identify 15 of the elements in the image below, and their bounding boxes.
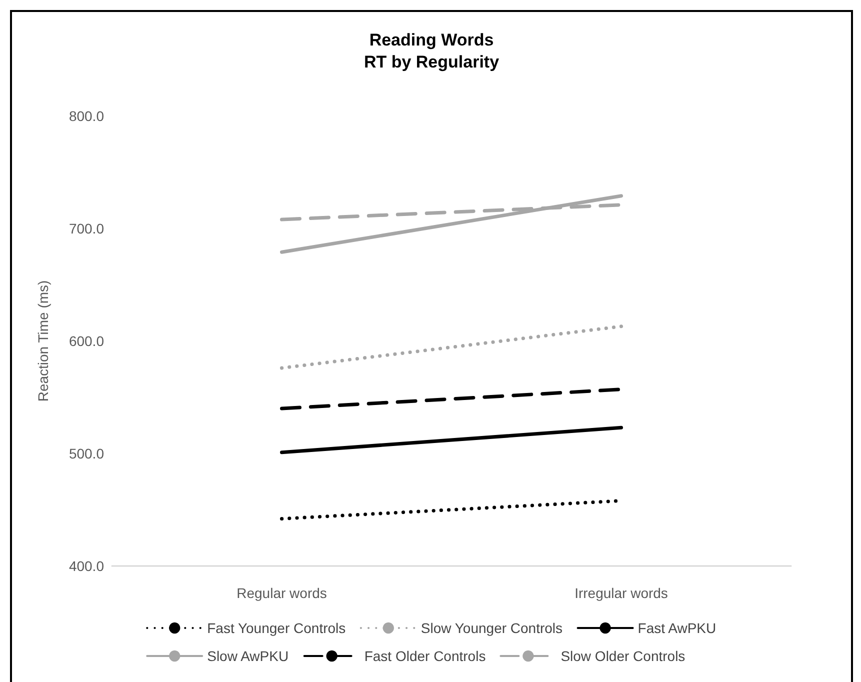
y-tick-label: 400.0 — [68, 558, 104, 574]
y-tick-label: 700.0 — [68, 220, 104, 236]
legend-label: Fast Older Controls — [364, 648, 486, 664]
legend-label: Fast AwPKU — [638, 620, 716, 636]
legend-label: Slow Older Controls — [560, 648, 686, 664]
legend-label: Slow Younger Controls — [420, 620, 563, 636]
x-tick-label: Irregular words — [574, 585, 668, 601]
x-tick-label: Regular words — [236, 585, 327, 601]
legend-label: Fast Younger Controls — [207, 620, 346, 636]
y-axis-title: Reaction Time (ms) — [35, 280, 51, 402]
y-tick-label: 500.0 — [68, 446, 104, 462]
y-tick-label: 600.0 — [68, 333, 104, 349]
chart-title: Reading Words RT by Regularity — [364, 30, 500, 72]
legend-label: Slow AwPKU — [207, 648, 289, 664]
y-tick-label: 800.0 — [68, 108, 104, 124]
